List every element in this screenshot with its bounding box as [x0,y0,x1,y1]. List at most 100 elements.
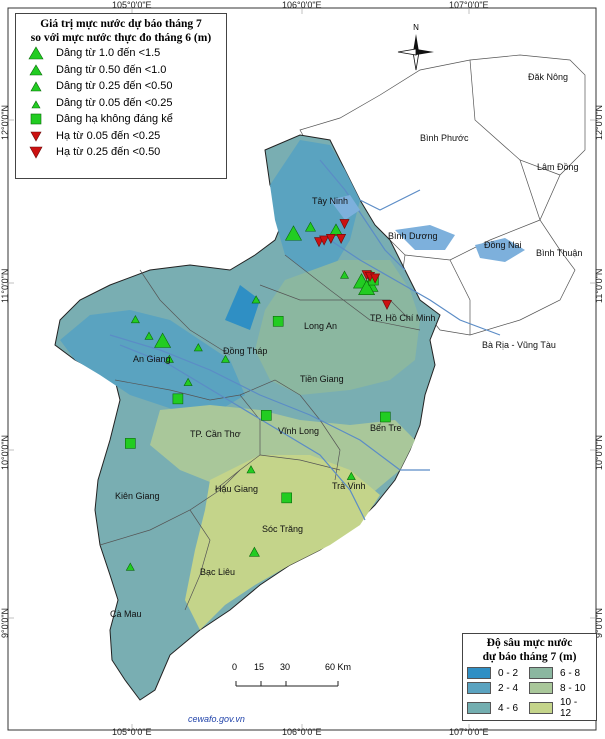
station-falling-marker [336,234,347,244]
place-label: Cà Mau [110,609,142,619]
station-rising-marker [130,315,140,324]
lat-label-left-4: 9°0'0"N [0,607,10,638]
north-label: N [413,23,419,32]
place-label: Lâm Đồng [537,162,579,172]
depth-class: 10 - 12 [529,697,591,719]
station-falling-marker [319,235,330,246]
lat-label-left-3: 10°0'0"N [0,434,10,470]
symbol-legend: Giá trị mực nước dự báo tháng 7 so với m… [15,13,227,179]
legend-row-rise-0.5-1: Dâng từ 0.50 đến <1.0 [16,62,226,79]
place-label: Bạc Liêu [200,567,236,577]
legend-label: Dâng từ 0.05 đến <0.25 [56,96,173,109]
depth-class: 4 - 6 [467,697,529,719]
depth-swatch [467,682,491,694]
depth-class: 2 - 4 [467,682,529,694]
station-rising-marker [154,332,172,348]
legend-label: Dâng từ 0.50 đến <1.0 [56,63,167,76]
station-falling-marker [382,299,392,310]
depth-class: 6 - 8 [529,667,591,679]
depth-swatch [529,667,553,679]
station-rising-marker [346,471,356,480]
place-label: An Giang [133,354,171,364]
depth-zones [60,140,420,630]
depth-legend: Độ sâu mực nước dự báo tháng 7 (m) 0 - 2… [462,633,597,721]
small-green-triangle-icon [30,81,42,92]
scale-label: 15 [254,662,265,672]
station-rising-marker [144,331,154,340]
station-rising-marker [358,279,376,296]
place-label: Đồng Tháp [223,346,268,356]
station-rising-marker [251,295,261,304]
station-square-marker [272,315,284,327]
lon-label-top-1: 105°0'0"E [112,0,152,10]
lat-label-left-2: 11°0'0"N [0,268,10,303]
legend-row-fall-0.05-0.25: Hạ từ 0.05 đến <0.25 [16,128,226,145]
station-rising-marker [304,221,317,232]
station-rising-marker [193,343,203,352]
place-label: TP. Cần Thơ [190,429,241,439]
legend-row-rise-1-1.5: Dâng từ 1.0 đến <1.5 [16,45,226,62]
station-falling-marker [370,273,381,284]
lat-label-left-1: 12°0'0"N [0,104,10,140]
lat-label-right-2: 11°0'0"N [594,268,604,303]
station-rising-marker [125,562,135,571]
medium-red-triangle-down-icon [29,146,43,159]
station-rising-marker [284,225,303,241]
depth-class: 8 - 10 [529,682,591,694]
place-label: Hậu Giang [215,484,259,494]
green-square-icon [30,113,42,125]
place-label: Bình Thuận [536,248,583,258]
legend-row-no-change: Dâng hạ không đáng kể [16,111,226,128]
depth-swatch [529,702,553,714]
scale-bar: 0 15 30 60 Km [230,662,380,692]
place-label: Đăk Nông [528,72,569,82]
lon-label-bottom-3: 107°0'0"E [449,727,489,737]
station-square-marker [379,411,391,423]
legend-label: Hạ từ 0.05 đến <0.25 [56,129,161,142]
depth-legend-grid: 0 - 2 6 - 8 2 - 4 8 - 10 4 - 6 10 - 12 [463,667,596,719]
depth-swatch [467,702,491,714]
scale-label: 30 [280,662,291,672]
station-rising-marker [164,354,174,363]
place-label: Tiền Giang [300,374,344,384]
depth-swatch [529,682,553,694]
lon-label-top-2: 106°0'0"E [282,0,322,10]
station-rising-marker [183,377,193,386]
medium-green-triangle-icon [29,64,43,76]
station-falling-marker [339,219,350,230]
place-label: Đồng Nai [484,240,522,250]
legend-label: Dâng từ 0.25 đến <0.50 [56,80,173,93]
place-label: Bà Rịa - Vũng Tàu [482,340,556,350]
legend-row-fall-0.25-0.5: Hạ từ 0.25 đến <0.50 [16,144,226,161]
province-borders [99,254,421,611]
station-rising-marker [339,270,350,279]
place-label: Vĩnh Long [278,426,320,436]
legend-row-rise-0.05-0.25: Dâng từ 0.05 đến <0.25 [16,95,226,112]
place-label: Trà Vinh [332,481,366,491]
place-label: Bình Phước [420,133,469,143]
lon-label-bottom-1: 105°0'0"E [112,727,152,737]
place-label: TP. Hồ Chí Minh [370,313,436,323]
water-bodies [330,195,525,262]
station-rising-marker [328,223,344,237]
scale-label: 0 [232,662,238,672]
place-label: Bình Dương [388,231,438,241]
tiny-green-triangle-icon [31,100,41,109]
station-rising-marker [220,354,231,363]
credit-text: cewafo.gov.vn [188,714,245,724]
place-label: Long An [304,321,338,331]
lat-label-right-1: 12°0'0"N [594,104,604,140]
large-green-triangle-icon [28,46,44,60]
station-square-marker [125,438,136,449]
north-arrow-icon: N [397,23,434,71]
depth-class: 0 - 2 [467,667,529,679]
station-square-marker [172,393,184,405]
small-red-triangle-down-icon [30,131,42,142]
station-rising-marker [248,546,260,557]
station-square-marker [281,492,293,504]
place-label: Bến Tre [370,423,402,433]
station-square-marker [260,410,272,421]
place-label: Sóc Trăng [262,524,304,534]
symbol-legend-title: Giá trị mực nước dự báo tháng 7 so với m… [30,18,212,44]
rivers [109,159,501,521]
